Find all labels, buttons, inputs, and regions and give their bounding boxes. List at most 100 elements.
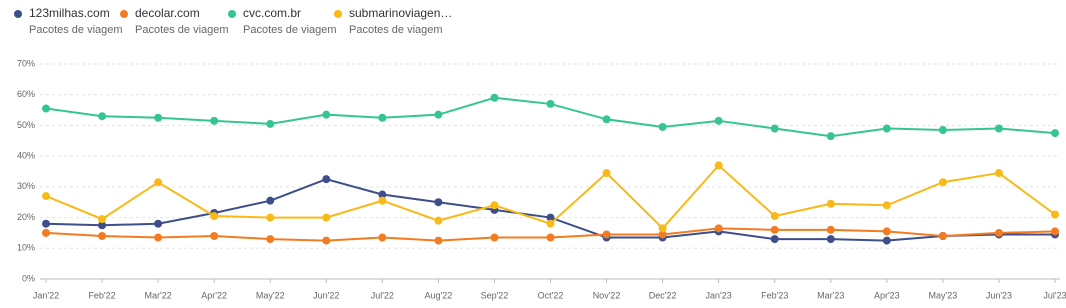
data-point xyxy=(826,132,835,141)
data-point xyxy=(266,196,275,205)
legend-subtitle: Pacotes de viagem xyxy=(135,24,229,36)
x-tick-label: Nov'22 xyxy=(593,290,621,300)
data-point xyxy=(434,198,443,207)
data-point xyxy=(490,93,499,102)
y-tick-label: 0% xyxy=(22,273,35,283)
x-tick-label: Apr'23 xyxy=(874,290,900,300)
data-point xyxy=(546,233,555,242)
legend-subtitle: Pacotes de viagem xyxy=(243,24,337,36)
legend-subtitle: Pacotes de viagem xyxy=(29,24,123,36)
data-point xyxy=(602,230,611,239)
x-tick-label: Jan'22 xyxy=(33,290,59,300)
y-tick-label: 40% xyxy=(17,151,35,161)
x-tick-label: Feb'22 xyxy=(88,290,115,300)
data-point xyxy=(826,235,835,244)
data-point xyxy=(770,212,779,221)
data-point xyxy=(154,219,163,228)
data-point xyxy=(42,192,50,201)
y-tick-label: 60% xyxy=(17,89,35,99)
data-point xyxy=(434,236,443,245)
data-point xyxy=(42,228,50,237)
data-point xyxy=(322,110,331,119)
x-tick-label: Jun'22 xyxy=(313,290,339,300)
legend-marker xyxy=(14,10,22,18)
data-point xyxy=(714,224,723,233)
data-point xyxy=(882,227,891,236)
x-tick-label: Jan'23 xyxy=(706,290,732,300)
data-point xyxy=(434,110,443,119)
data-point xyxy=(714,116,723,125)
x-tick-label: Jul'22 xyxy=(371,290,394,300)
data-point xyxy=(42,104,50,113)
x-tick-label: Jul'23 xyxy=(1043,290,1066,300)
data-point xyxy=(602,115,611,124)
y-tick-label: 30% xyxy=(17,181,35,191)
data-point xyxy=(98,215,107,224)
y-tick-label: 50% xyxy=(17,120,35,130)
data-point xyxy=(826,199,835,208)
data-point xyxy=(938,178,947,187)
data-point xyxy=(154,233,163,242)
data-point xyxy=(490,233,499,242)
legend-label: 123milhas.com xyxy=(29,6,110,20)
data-point xyxy=(770,225,779,234)
x-tick-label: Mar'23 xyxy=(817,290,844,300)
legend-label: decolar.com xyxy=(135,6,200,20)
y-tick-label: 20% xyxy=(17,212,35,222)
x-tick-label: Jun'23 xyxy=(986,290,1012,300)
data-point xyxy=(154,113,163,122)
series-line xyxy=(45,178,1055,242)
legend-label: cvc.com.br xyxy=(243,6,301,20)
data-point xyxy=(1051,227,1059,236)
x-tick-label: Sep'22 xyxy=(481,290,509,300)
x-tick-label: Feb'23 xyxy=(761,290,788,300)
data-point xyxy=(378,233,387,242)
data-point xyxy=(434,216,443,225)
data-point xyxy=(210,116,219,125)
data-point xyxy=(994,169,1003,178)
data-point xyxy=(714,161,723,170)
data-point xyxy=(322,213,331,222)
data-point xyxy=(938,126,947,135)
x-tick-label: Aug'22 xyxy=(425,290,453,300)
data-point xyxy=(658,230,667,239)
data-point xyxy=(266,119,275,128)
data-point xyxy=(378,196,387,205)
data-point xyxy=(98,112,107,121)
data-point xyxy=(994,228,1003,237)
data-point xyxy=(546,213,555,222)
data-point xyxy=(938,232,947,240)
data-point xyxy=(378,190,387,199)
x-tick-label: Dec'22 xyxy=(649,290,677,300)
x-tick-label: Apr'22 xyxy=(201,290,227,300)
data-point xyxy=(658,122,667,131)
x-tick-label: May'23 xyxy=(929,290,958,300)
legend-label: submarinoviagen… xyxy=(349,6,452,20)
data-point xyxy=(658,224,667,233)
data-point xyxy=(266,213,275,222)
data-point xyxy=(882,124,891,133)
y-tick-label: 10% xyxy=(17,243,35,253)
y-tick-label: 70% xyxy=(17,58,35,68)
data-point xyxy=(42,219,50,228)
x-tick-label: May'22 xyxy=(256,290,285,300)
data-point xyxy=(322,236,331,245)
data-point xyxy=(994,124,1003,133)
data-point xyxy=(266,235,275,244)
data-point xyxy=(378,113,387,122)
data-point xyxy=(826,225,835,234)
legend-marker xyxy=(120,10,128,18)
data-point xyxy=(210,232,219,240)
data-point xyxy=(98,221,107,230)
data-point xyxy=(882,201,891,210)
x-tick-label: Mar'22 xyxy=(144,290,171,300)
data-point xyxy=(546,219,555,228)
data-point xyxy=(1051,210,1059,219)
data-point xyxy=(770,235,779,244)
data-point xyxy=(322,175,331,184)
legend-marker xyxy=(228,10,236,18)
data-point xyxy=(1051,129,1059,138)
data-point xyxy=(490,201,499,210)
x-tick-label: Oct'22 xyxy=(538,290,564,300)
